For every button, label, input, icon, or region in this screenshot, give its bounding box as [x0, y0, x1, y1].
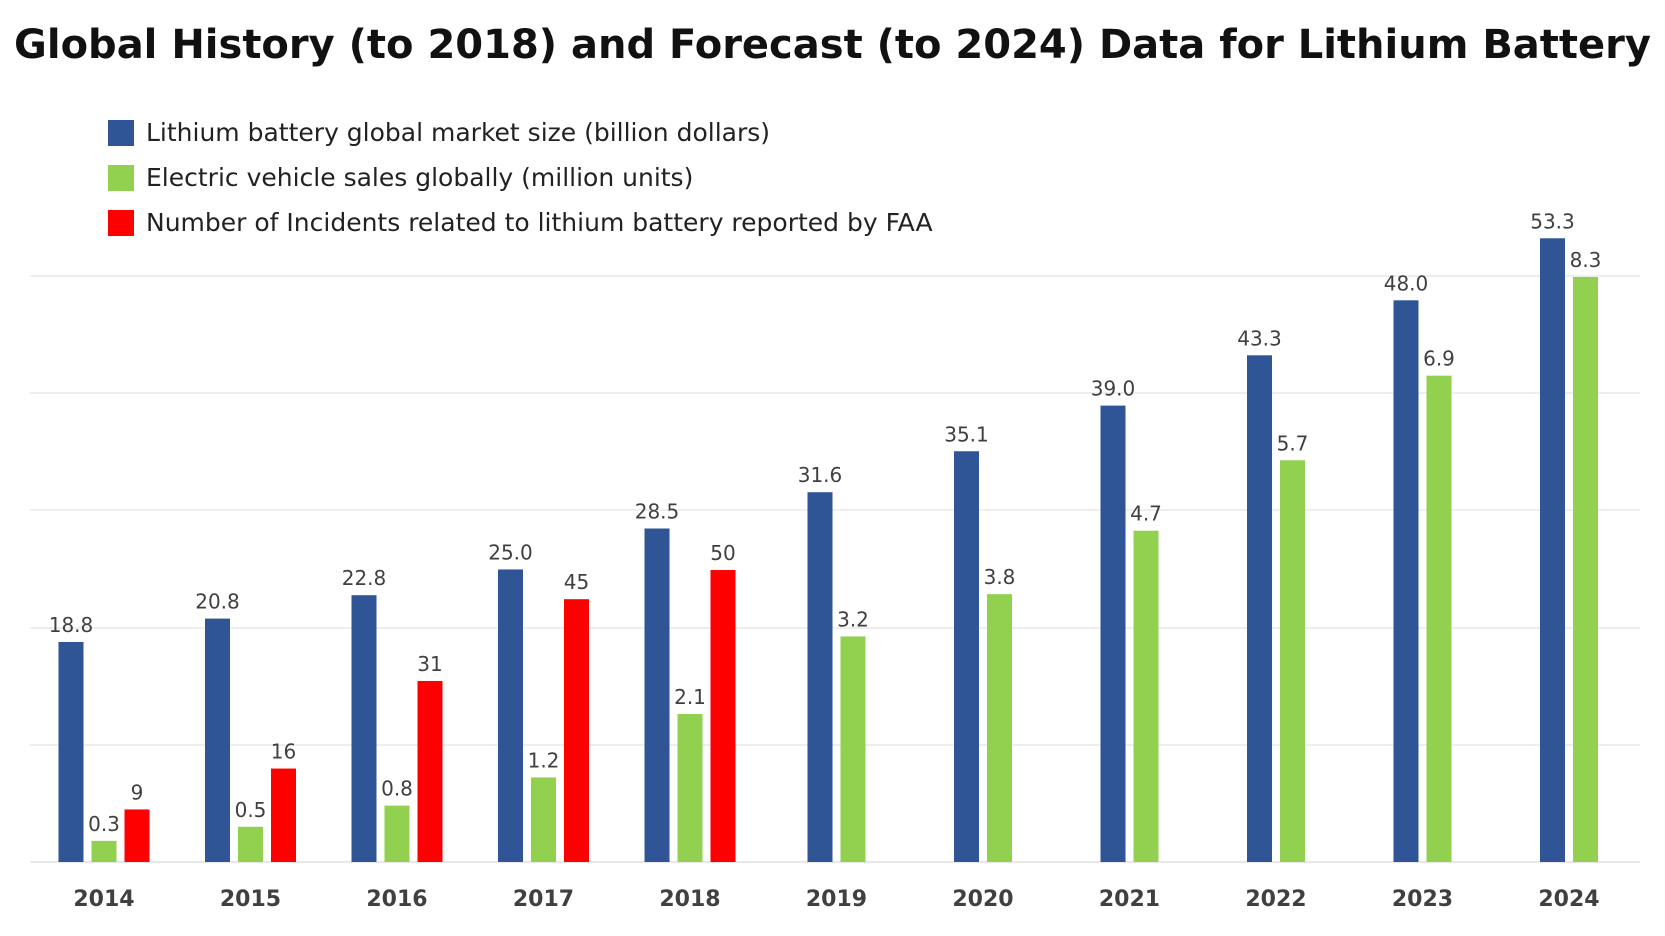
bar-faa-incidents-2014: [124, 809, 150, 862]
bar-market-size-2024: [1540, 238, 1565, 862]
x-tick-label-2022: 2022: [1245, 887, 1306, 912]
data-label-market-size-2017: 25.0: [488, 540, 533, 564]
data-label-ev-sales-2015: 0.5: [235, 798, 267, 822]
data-label-market-size-2018: 28.5: [635, 499, 680, 523]
data-label-ev-sales-2017: 1.2: [528, 748, 560, 772]
legend-item-faa-incidents: Number of Incidents related to lithium b…: [108, 200, 933, 245]
bar-market-size-2017: [498, 569, 523, 862]
bar-faa-incidents-2018: [710, 570, 736, 862]
bar-market-size-2021: [1100, 405, 1126, 862]
bar-ev-sales-2015: [238, 826, 263, 862]
bar-market-size-2015: [205, 618, 230, 862]
data-label-market-size-2020: 35.1: [944, 422, 989, 446]
data-label-faa-incidents-2014: 9: [131, 780, 144, 804]
x-tick-label-2021: 2021: [1099, 887, 1160, 912]
legend-label-market-size: Lithium battery global market size (bill…: [146, 118, 771, 147]
x-axis-ticks: 2014 2015 2016 2017 2018 2019 2020 2021 2022 2023…: [73, 887, 1599, 912]
x-tick-label-2019: 2019: [806, 887, 867, 912]
data-label-market-size-2022: 43.3: [1237, 326, 1282, 350]
data-label-market-size-2023: 48.0: [1384, 271, 1429, 295]
data-label-faa-incidents-2017: 45: [564, 570, 589, 594]
legend-swatch-market-size: [108, 119, 134, 146]
bar-market-size-2020: [954, 451, 979, 862]
bar-ev-sales-2017: [531, 777, 556, 862]
x-tick-label-2015: 2015: [220, 887, 281, 912]
legend: Lithium battery global market size (bill…: [108, 110, 933, 245]
data-label-market-size-2021: 39.0: [1091, 377, 1136, 401]
data-label-market-size-2024: 53.3: [1530, 209, 1575, 233]
data-labels: 18.8 0.3 9 20.8 0.5 16 22.8 0.8 31 25.0 1.2 45 28.5 2…: [49, 209, 1602, 836]
legend-label-faa-incidents: Number of Incidents related to lithium b…: [146, 208, 933, 237]
bar-market-size-2016: [351, 595, 377, 862]
legend-item-market-size: Lithium battery global market size (bill…: [108, 110, 933, 155]
gridlines: [30, 275, 1640, 863]
x-tick-label-2014: 2014: [73, 887, 134, 912]
data-label-market-size-2014: 18.8: [49, 613, 94, 637]
x-tick-label-2018: 2018: [659, 887, 720, 912]
bar-faa-incidents-2015: [271, 768, 296, 862]
data-label-ev-sales-2024: 8.3: [1570, 248, 1602, 272]
data-label-ev-sales-2018: 2.1: [674, 685, 706, 709]
bar-ev-sales-2014: [91, 840, 117, 862]
bar-ev-sales-2020: [987, 594, 1012, 862]
bar-ev-sales-2024: [1573, 277, 1598, 862]
bar-faa-incidents-2017: [564, 599, 589, 862]
x-tick-label-2023: 2023: [1392, 887, 1453, 912]
data-label-ev-sales-2021: 4.7: [1130, 502, 1162, 526]
bar-market-size-2023: [1393, 300, 1419, 863]
data-label-faa-incidents-2018: 50: [710, 541, 735, 565]
data-label-ev-sales-2016: 0.8: [381, 777, 413, 801]
bar-market-size-2014: [58, 642, 84, 862]
data-label-market-size-2019: 31.6: [798, 463, 843, 487]
bar-market-size-2018: [644, 528, 670, 862]
legend-label-ev-sales: Electric vehicle sales globally (million…: [146, 163, 694, 192]
bar-market-size-2022: [1247, 355, 1272, 862]
data-label-faa-incidents-2015: 16: [271, 740, 296, 764]
chart-title: Global History (to 2018) and Forecast (t…: [14, 22, 1651, 68]
bar-ev-sales-2016: [384, 805, 410, 862]
bar-ev-sales-2021: [1133, 530, 1159, 862]
x-tick-label-2017: 2017: [513, 887, 574, 912]
data-label-ev-sales-2022: 5.7: [1277, 431, 1309, 455]
data-label-market-size-2016: 22.8: [342, 566, 387, 590]
legend-swatch-ev-sales: [108, 164, 134, 191]
data-label-faa-incidents-2016: 31: [417, 652, 442, 676]
x-tick-label-2020: 2020: [952, 887, 1013, 912]
data-label-ev-sales-2023: 6.9: [1423, 347, 1455, 371]
data-label-ev-sales-2019: 3.2: [837, 607, 869, 631]
legend-item-ev-sales: Electric vehicle sales globally (million…: [108, 155, 933, 200]
x-tick-label-2024: 2024: [1538, 887, 1599, 912]
data-label-ev-sales-2020: 3.8: [984, 565, 1016, 589]
data-label-ev-sales-2014: 0.3: [88, 812, 120, 836]
bar-market-size-2019: [807, 492, 833, 862]
data-label-market-size-2015: 20.8: [195, 590, 240, 614]
bar-ev-sales-2018: [677, 713, 703, 862]
x-tick-label-2016: 2016: [366, 887, 427, 912]
bar-faa-incidents-2016: [417, 680, 443, 862]
bar-ev-sales-2019: [840, 636, 866, 862]
bars: [58, 238, 1598, 863]
bar-ev-sales-2023: [1426, 375, 1452, 862]
legend-swatch-faa-incidents: [108, 209, 134, 236]
bar-ev-sales-2022: [1280, 460, 1305, 862]
